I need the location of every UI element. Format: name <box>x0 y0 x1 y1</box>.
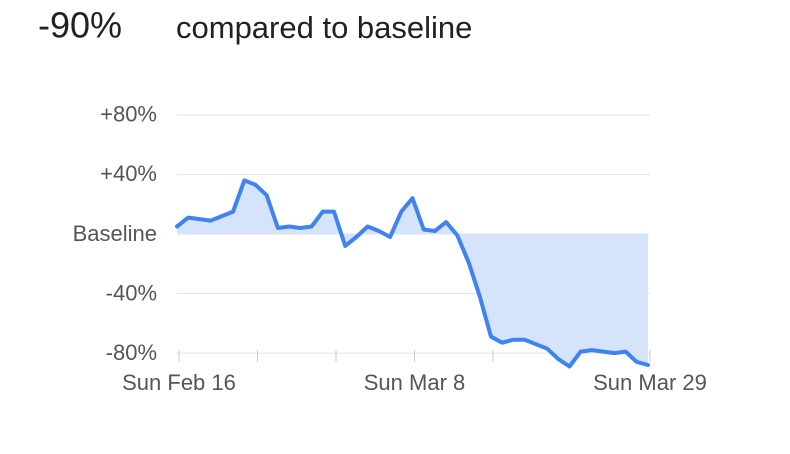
y-tick-label: -40% <box>106 280 157 305</box>
y-tick-label: Baseline <box>73 221 157 246</box>
headline: -90% <box>38 5 122 46</box>
x-tick-label: Sun Mar 29 <box>593 370 707 395</box>
y-tick-label: -80% <box>106 340 157 365</box>
x-tick-label: Sun Feb 16 <box>122 370 236 395</box>
line <box>175 178 650 369</box>
area <box>177 180 648 367</box>
y-tick-label: +80% <box>100 102 157 127</box>
chart-title: compared to baseline <box>176 10 472 45</box>
y-tick-label: +40% <box>100 161 157 186</box>
x-tick-label: Sun Mar 8 <box>364 370 466 395</box>
